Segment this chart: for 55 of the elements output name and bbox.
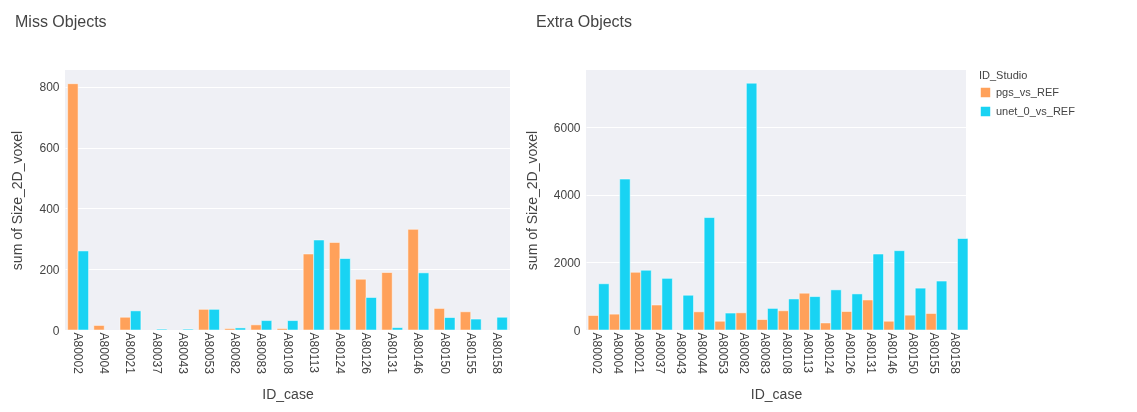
x-tick-label: A80021 xyxy=(631,332,646,375)
y-axis-title: sum of Size_2D_voxel xyxy=(9,130,26,271)
x-tick-label: A80044 xyxy=(695,332,710,375)
y-tick-label: 200 xyxy=(39,262,60,277)
x-tick-label: A80155 xyxy=(927,332,942,375)
x-tick-label: A80002 xyxy=(589,332,604,375)
x-tick-label: A80002 xyxy=(71,332,86,375)
x-tick-label: A80126 xyxy=(359,332,374,375)
x-tick-label: A80083 xyxy=(254,332,269,375)
y-tick-label: 0 xyxy=(573,323,581,338)
chart-title: Miss Objects xyxy=(15,13,107,30)
x-tick-label: A80037 xyxy=(652,332,667,375)
y-tick-label: 2000 xyxy=(553,255,581,270)
x-tick-label: A80126 xyxy=(842,332,857,375)
x-tick-label: A80037 xyxy=(149,332,164,375)
x-tick-label: A80124 xyxy=(821,332,836,375)
x-tick-label: A80043 xyxy=(175,332,190,375)
x-tick-label: A80131 xyxy=(385,332,400,375)
x-tick-label: A80146 xyxy=(885,332,900,375)
y-axis-title: sum of Size_2D_voxel xyxy=(523,130,540,271)
x-tick-label: A80113 xyxy=(800,332,815,374)
x-tick-label: A80131 xyxy=(864,332,878,375)
x-tick-label: A80021 xyxy=(123,332,138,375)
x-tick-label: A80158 xyxy=(489,332,504,375)
y-tick-label: 400 xyxy=(39,201,60,216)
x-tick-label: A80108 xyxy=(280,332,295,375)
y-tick-label: 800 xyxy=(39,80,60,95)
bar xyxy=(93,325,105,331)
legend-title: ID_Studio xyxy=(979,69,1028,81)
x-tick-label: A80082 xyxy=(228,332,243,375)
y-tick-label: 0 xyxy=(52,323,60,338)
x-tick-label: A80146 xyxy=(411,332,426,375)
legend-label: unet_0_vs_REF xyxy=(996,104,1076,117)
x-tick-label: A80108 xyxy=(779,332,794,375)
x-tick-label: A80053 xyxy=(201,332,216,375)
x-tick-label: A80155 xyxy=(463,332,478,375)
chart-title: Extra Objects xyxy=(536,13,633,30)
y-tick-label: 4000 xyxy=(553,188,581,203)
x-axis-title: ID_case xyxy=(262,385,314,402)
x-tick-label: A80124 xyxy=(332,332,347,375)
x-axis-title: ID_case xyxy=(750,385,803,402)
bar xyxy=(496,316,508,331)
x-tick-label: A80158 xyxy=(948,332,963,375)
x-tick-label: A80150 xyxy=(906,332,921,375)
y-tick-label: 6000 xyxy=(553,120,581,135)
x-tick-label: A80004 xyxy=(610,332,625,375)
x-tick-label: A80043 xyxy=(674,332,688,375)
x-tick-label: A80053 xyxy=(716,332,731,375)
x-tick-label: A80150 xyxy=(437,332,452,375)
x-tick-label: A80113 xyxy=(306,332,321,374)
x-tick-label: A80004 xyxy=(97,332,112,375)
x-tick-label: A80083 xyxy=(758,332,773,375)
x-tick-label: A80082 xyxy=(737,332,752,375)
y-tick-label: 600 xyxy=(39,141,60,156)
legend-label: pgs_vs_REF xyxy=(996,85,1060,98)
